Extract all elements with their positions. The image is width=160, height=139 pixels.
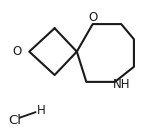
Text: Cl: Cl [9,114,22,127]
Text: O: O [88,11,97,24]
Text: H: H [37,104,46,117]
Text: NH: NH [112,78,130,91]
Text: O: O [12,45,21,58]
